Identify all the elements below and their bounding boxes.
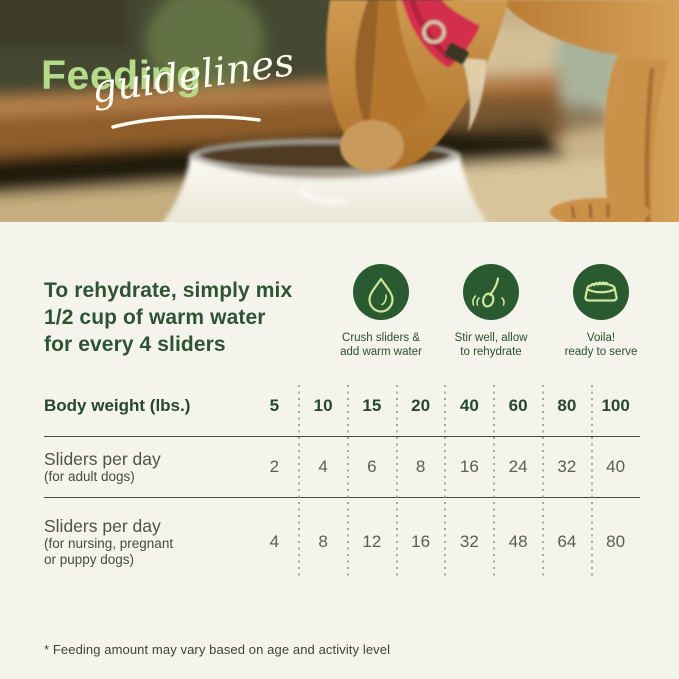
heading-line: for every 4 sliders <box>44 333 226 356</box>
table-row-adult: Sliders per day (for adult dogs) 2 4 6 8… <box>44 437 640 498</box>
step-caption: Crush sliders & add warm water <box>340 332 422 358</box>
table-header-row: Body weight (lbs.) 5 10 15 20 40 60 80 1… <box>44 383 640 437</box>
heading-line: To rehydrate, simply mix <box>44 279 293 302</box>
step-stir: Stir well, allow to rehydrate <box>436 264 546 359</box>
body-weight-label: Body weight (lbs.) <box>44 395 191 415</box>
dog-eating-photo-art <box>0 0 679 222</box>
weight-col: 60 <box>508 395 528 415</box>
weight-col: 80 <box>557 395 577 415</box>
dose-value: 4 <box>318 457 328 476</box>
heading-line: 1/2 cup of warm water <box>44 306 266 329</box>
table-row-nursing: Sliders per day (for nursing, pregnant o… <box>44 498 640 586</box>
rehydrate-heading: To rehydrate, simply mix 1/2 cup of warm… <box>44 264 326 359</box>
weight-col: 10 <box>313 395 333 415</box>
footnote: * Feeding amount may vary based on age a… <box>44 642 391 657</box>
dose-value: 80 <box>606 532 626 551</box>
column-divider <box>542 385 544 579</box>
dose-value: 12 <box>362 532 382 551</box>
dose-value: 24 <box>508 457 528 476</box>
column-divider <box>347 385 349 579</box>
dose-value: 4 <box>269 532 280 551</box>
dose-value: 16 <box>411 532 431 551</box>
step-circle <box>353 264 409 320</box>
dose-value: 64 <box>557 532 577 551</box>
dose-value: 6 <box>367 457 377 476</box>
dose-value: 48 <box>508 532 528 551</box>
column-divider <box>298 385 300 579</box>
rehydrate-intro: To rehydrate, simply mix 1/2 cup of warm… <box>44 264 640 359</box>
weight-col: 100 <box>601 395 630 415</box>
dose-value: 8 <box>415 457 426 476</box>
weight-col: 40 <box>459 395 479 415</box>
steps-row: Crush sliders & add warm water <box>326 264 656 359</box>
weight-col: 5 <box>269 395 280 415</box>
step-crush: Crush sliders & add warm water <box>326 264 436 359</box>
weight-col: 20 <box>411 395 431 415</box>
step-serve: Voila! ready to serve <box>546 264 656 359</box>
dose-value: 2 <box>269 457 280 476</box>
row-label: Sliders per day (for nursing, pregnant o… <box>44 516 174 567</box>
step-caption: Stir well, allow to rehydrate <box>454 332 528 358</box>
water-drop-icon <box>368 277 394 313</box>
column-divider <box>493 385 495 579</box>
dose-value: 40 <box>606 457 626 476</box>
guidelines-content: To rehydrate, simply mix 1/2 cup of warm… <box>0 264 679 657</box>
step-circle <box>463 264 519 320</box>
spoon-icon <box>472 277 505 308</box>
column-divider <box>444 385 446 579</box>
hero-photo: Feeding guidelines <box>0 0 679 222</box>
dose-value: 8 <box>318 532 328 551</box>
dose-value: 32 <box>459 532 479 551</box>
step-circle <box>573 264 629 320</box>
feeding-table: Body weight (lbs.) 5 10 15 20 40 60 80 1… <box>44 383 640 586</box>
dose-value: 16 <box>459 457 479 476</box>
row-label: Sliders per day (for adult dogs) <box>44 449 161 484</box>
dose-value: 32 <box>557 457 577 476</box>
weight-col: 15 <box>362 395 382 415</box>
column-divider <box>396 385 398 579</box>
step-caption: Voila! ready to serve <box>564 332 638 358</box>
column-divider <box>591 385 593 579</box>
dog-bowl-icon <box>584 281 618 302</box>
